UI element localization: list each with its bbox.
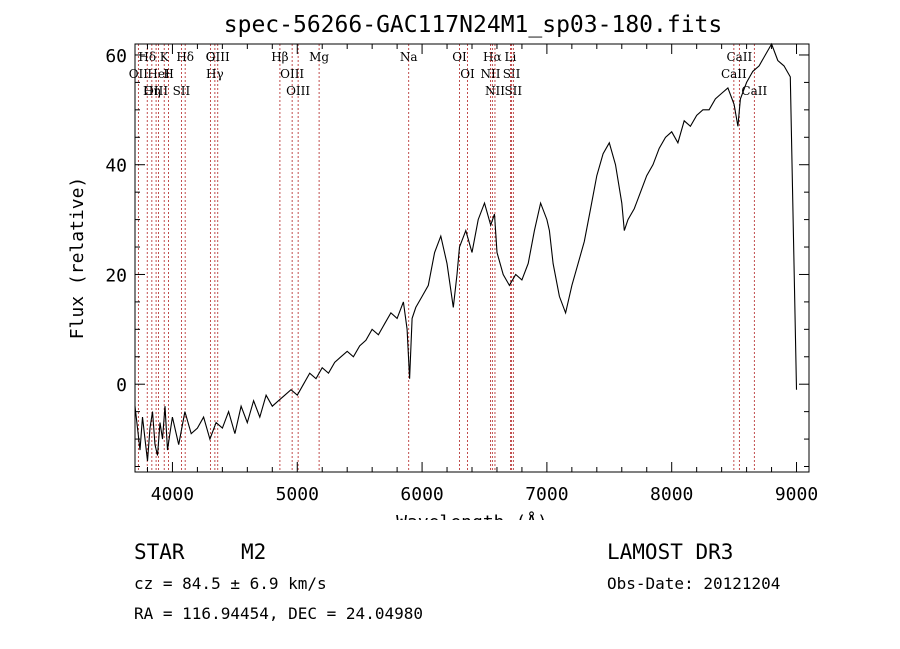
line-marker-label: Mg: [309, 50, 329, 64]
line-marker-label: Hγ: [206, 67, 224, 81]
object-subclass: M2: [241, 540, 267, 564]
line-marker-label: H: [163, 67, 173, 81]
x-axis: 4000 5000 6000 7000 8000 9000: [146, 44, 818, 505]
line-marker-label: K: [160, 50, 170, 64]
y-axis-label: Flux (relative): [67, 177, 88, 340]
line-marker-label: OI: [452, 50, 467, 64]
y-tick-label: 0: [116, 375, 127, 396]
line-marker-label: OIII: [144, 84, 168, 98]
line-marker-label: NII: [485, 84, 505, 98]
spectrum-chart: spec-56266-GAC117N24M1_sp03-180.fits Hδ O…: [67, 12, 818, 520]
observation-date: Obs-Date: 20121204: [607, 574, 781, 593]
y-tick-label: 60: [105, 46, 127, 67]
x-tick-label: 6000: [400, 484, 443, 505]
x-tick-label: 7000: [525, 484, 568, 505]
coordinates: RA = 116.94454, DEC = 24.04980: [134, 604, 423, 623]
line-marker-label: OII: [129, 67, 149, 81]
x-tick-label: 5000: [276, 484, 319, 505]
y-tick-label: 20: [105, 265, 127, 286]
line-marker-label: NII: [480, 67, 500, 81]
line-marker-label: Hα: [483, 50, 502, 64]
line-marker-label: Hβ: [271, 50, 288, 64]
object-class: STAR: [134, 540, 185, 564]
y-axis: 0 20 40 60: [105, 46, 809, 468]
line-marker-label: Li: [505, 50, 517, 64]
line-marker-label: CaII: [741, 84, 767, 98]
x-tick-label: 9000: [775, 484, 818, 505]
x-tick-label: 8000: [650, 484, 693, 505]
x-axis-label: Wavelength (Å): [396, 511, 548, 520]
line-marker-label: CaII: [726, 50, 752, 64]
line-marker-label: G: [206, 50, 216, 64]
line-marker-label: SII: [173, 84, 191, 98]
line-marker-label: OIII: [286, 84, 310, 98]
plot-frame: [134, 43, 810, 473]
flux-series-line: [134, 42, 798, 462]
line-marker-label: OIII: [280, 67, 304, 81]
line-marker-label: Hη: [143, 84, 161, 98]
line-marker-label: SII: [503, 67, 521, 81]
line-marker-label: Na: [400, 50, 418, 64]
chart-title: spec-56266-GAC117N24M1_sp03-180.fits: [224, 12, 723, 38]
line-marker-label: SII: [504, 84, 522, 98]
line-marker-label: Hδ: [176, 50, 194, 64]
line-marker-label: Hδ: [138, 50, 156, 64]
y-tick-label: 40: [105, 156, 127, 177]
x-tick-label: 4000: [151, 484, 194, 505]
line-marker-label: OI: [460, 67, 475, 81]
line-marker-label: CaII: [721, 67, 747, 81]
redshift-cz: cz = 84.5 ± 6.9 km/s: [134, 574, 327, 593]
line-marker-label: HeI: [147, 67, 170, 81]
survey-name: LAMOST DR3: [607, 540, 734, 564]
line-marker-label: OIII: [206, 50, 230, 64]
